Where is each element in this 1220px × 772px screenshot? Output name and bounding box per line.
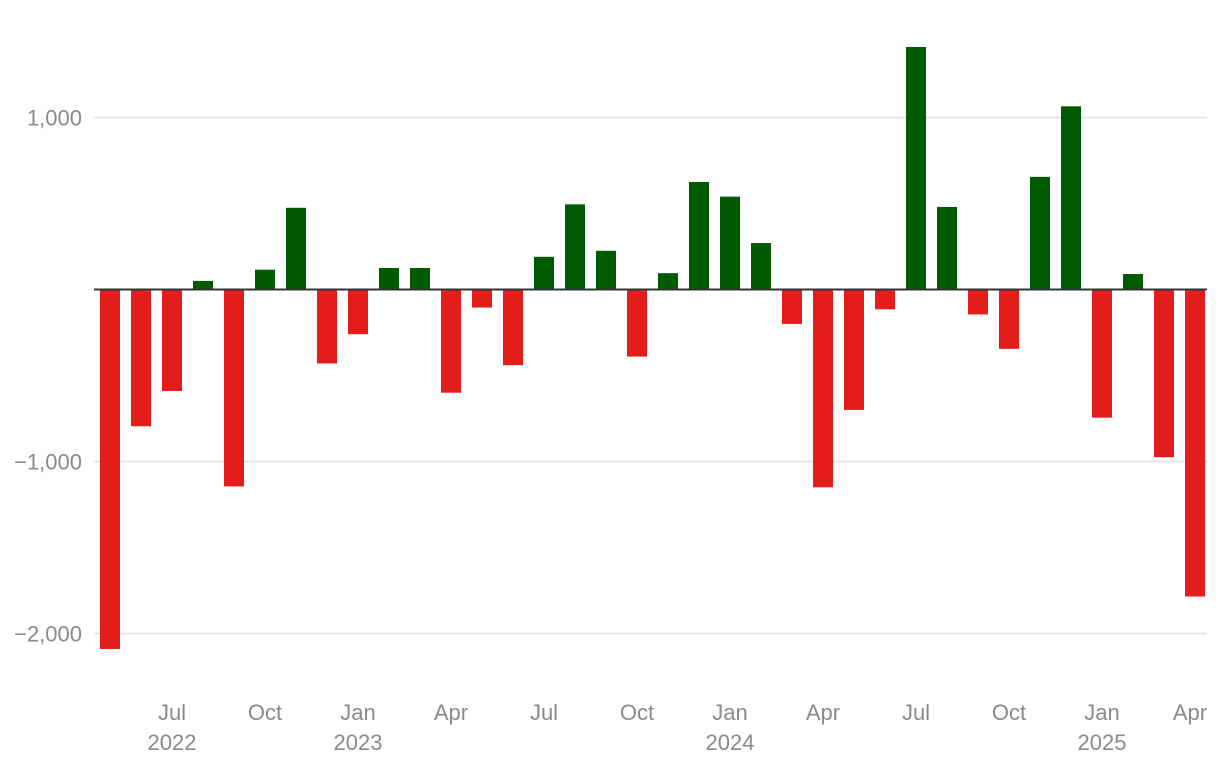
bar <box>193 280 213 290</box>
x-tick-label: Apr <box>1173 700 1207 725</box>
y-tick-label: −2,000 <box>14 622 82 647</box>
bar <box>472 289 492 308</box>
bar <box>1185 289 1205 597</box>
x-tick-year-label: 2022 <box>148 730 197 755</box>
bar <box>131 289 151 427</box>
bar <box>379 268 399 290</box>
bar <box>1123 274 1143 290</box>
x-tick-label: Jan <box>712 700 747 725</box>
x-tick-label: Jul <box>158 700 186 725</box>
bar <box>565 204 585 290</box>
bars <box>100 46 1205 649</box>
bar <box>255 269 275 290</box>
x-tick-label: Apr <box>806 700 840 725</box>
bar <box>813 289 833 488</box>
bar <box>720 196 740 290</box>
x-tick-year-label: 2023 <box>334 730 383 755</box>
x-tick-year-label: 2024 <box>706 730 755 755</box>
y-axis: 1,000 −1,000 −2,000 <box>14 106 82 647</box>
bar <box>1061 106 1081 290</box>
bar <box>503 289 523 366</box>
bar <box>162 289 182 391</box>
x-axis: Jul 2022 Oct Jan 2023 Apr Jul Oct Jan 2024 Apr Jul O… <box>148 700 1208 755</box>
x-tick-label: Jan <box>1084 700 1119 725</box>
y-tick-label: 1,000 <box>27 106 82 131</box>
bar <box>100 289 120 649</box>
bar <box>1030 176 1050 290</box>
bar <box>782 289 802 324</box>
x-tick-label: Oct <box>992 700 1026 725</box>
bar <box>596 250 616 290</box>
bar <box>906 46 926 290</box>
x-tick-label: Jul <box>902 700 930 725</box>
bar <box>410 268 430 290</box>
bar <box>937 206 957 290</box>
grid-lines <box>94 116 1207 635</box>
bar <box>968 289 988 315</box>
x-tick-label: Jul <box>530 700 558 725</box>
x-tick-label: Jan <box>340 700 375 725</box>
x-tick-label: Oct <box>620 700 654 725</box>
bar <box>751 243 771 290</box>
bar <box>999 289 1019 349</box>
x-tick-label: Oct <box>248 700 282 725</box>
bar <box>534 256 554 290</box>
y-tick-label: −1,000 <box>14 450 82 475</box>
bar <box>286 207 306 290</box>
bar <box>844 289 864 410</box>
bar <box>1154 289 1174 458</box>
bar <box>627 289 647 357</box>
bar <box>689 182 709 290</box>
bar <box>875 289 895 310</box>
bar <box>658 273 678 290</box>
x-tick-label: Apr <box>434 700 468 725</box>
x-tick-year-label: 2025 <box>1078 730 1127 755</box>
bar <box>224 289 244 487</box>
bar <box>348 289 368 335</box>
bar <box>317 289 337 364</box>
bar <box>1092 289 1112 418</box>
bar <box>441 289 461 393</box>
